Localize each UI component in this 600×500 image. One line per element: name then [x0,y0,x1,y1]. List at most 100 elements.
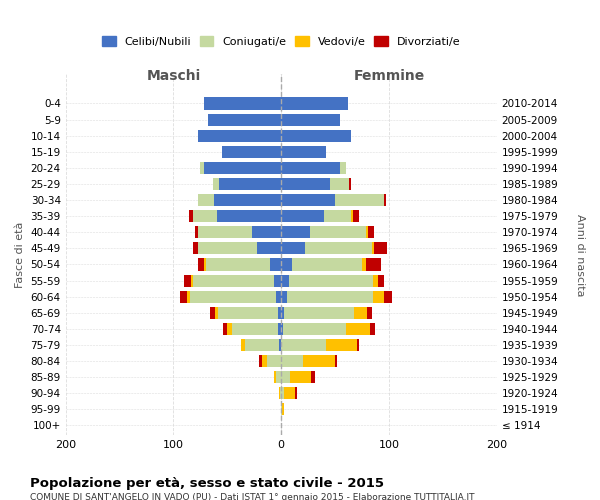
Bar [355,306,367,319]
Bar [383,290,392,302]
Bar [271,258,281,270]
Bar [335,355,337,367]
Bar [372,242,374,254]
Bar [356,339,359,351]
Bar [203,98,281,110]
Bar [232,323,278,335]
Bar [329,178,349,190]
Bar [362,258,367,270]
Bar [193,210,217,222]
Bar [284,387,295,400]
Bar [373,274,378,286]
Bar [378,274,383,286]
Bar [184,274,191,286]
Bar [283,323,346,335]
Legend: Celibi/Nubili, Coniugati/e, Vedovi/e, Divorziati/e: Celibi/Nubili, Coniugati/e, Vedovi/e, Di… [99,33,463,50]
Bar [262,355,267,367]
Bar [281,194,335,206]
Bar [278,323,281,335]
Bar [198,194,214,206]
Bar [281,226,310,238]
Bar [310,226,367,238]
Bar [198,258,203,270]
Bar [305,242,372,254]
Bar [353,210,359,222]
Bar [206,258,271,270]
Bar [191,274,193,286]
Bar [287,290,373,302]
Bar [274,371,276,383]
Bar [281,178,329,190]
Bar [281,162,340,174]
Bar [383,194,386,206]
Bar [203,162,281,174]
Bar [274,274,281,286]
Bar [367,226,368,238]
Bar [252,226,281,238]
Bar [281,210,325,222]
Bar [303,355,335,367]
Bar [281,242,305,254]
Bar [281,404,282,415]
Bar [284,306,355,319]
Bar [281,387,284,400]
Bar [370,323,375,335]
Bar [214,194,281,206]
Bar [241,339,245,351]
Bar [276,290,281,302]
Bar [290,371,311,383]
Bar [267,355,281,367]
Bar [340,162,346,174]
Bar [295,387,298,400]
Bar [281,258,292,270]
Bar [210,306,215,319]
Bar [351,210,353,222]
Bar [257,242,281,254]
Bar [278,306,281,319]
Bar [367,258,382,270]
Bar [193,274,274,286]
Y-axis label: Fasce di età: Fasce di età [15,222,25,288]
Bar [198,242,257,254]
Bar [187,290,190,302]
Bar [281,274,289,286]
Bar [188,210,193,222]
Bar [195,226,198,238]
Bar [374,242,387,254]
Bar [193,242,198,254]
Bar [227,323,232,335]
Bar [281,114,340,126]
Bar [190,290,276,302]
Bar [280,387,281,400]
Bar [292,258,362,270]
Bar [282,404,284,415]
Bar [218,178,281,190]
Bar [281,355,303,367]
Bar [367,306,372,319]
Bar [203,258,206,270]
Bar [198,226,252,238]
Bar [214,178,218,190]
Bar [281,371,290,383]
Bar [245,339,279,351]
Bar [208,114,281,126]
Text: Maschi: Maschi [146,68,200,82]
Bar [281,323,283,335]
Bar [259,355,262,367]
Bar [281,339,326,351]
Bar [346,323,370,335]
Bar [279,339,281,351]
Bar [281,98,348,110]
Bar [276,371,281,383]
Bar [217,210,281,222]
Y-axis label: Anni di nascita: Anni di nascita [575,214,585,296]
Bar [368,226,374,238]
Bar [215,306,218,319]
Bar [180,290,187,302]
Bar [311,371,314,383]
Text: COMUNE DI SANT'ANGELO IN VADO (PU) - Dati ISTAT 1° gennaio 2015 - Elaborazione T: COMUNE DI SANT'ANGELO IN VADO (PU) - Dat… [30,492,475,500]
Bar [279,387,280,400]
Bar [325,210,351,222]
Bar [326,339,356,351]
Text: Femmine: Femmine [353,68,425,82]
